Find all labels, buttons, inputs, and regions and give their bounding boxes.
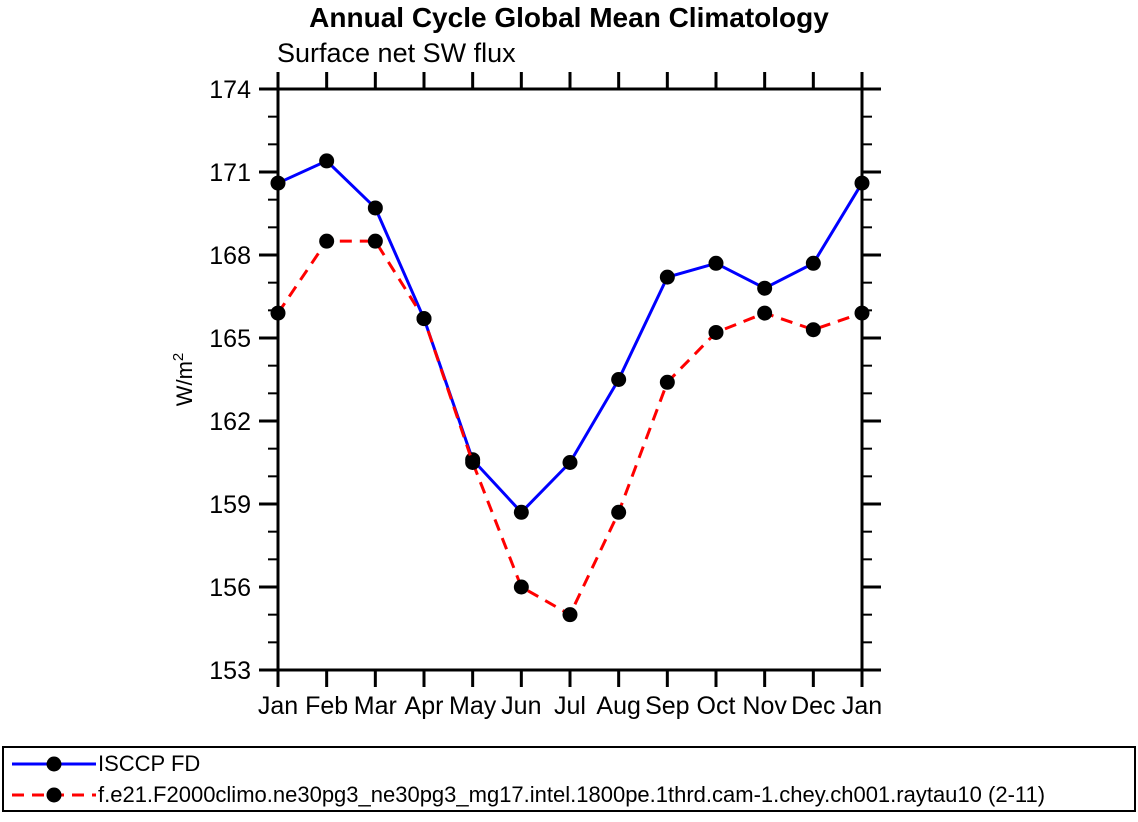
data-point-marker <box>659 269 675 285</box>
data-point-marker <box>319 153 335 169</box>
legend-label: f.e21.F2000climo.ne30pg3_ne30pg3_mg17.in… <box>98 781 1046 807</box>
series-line-1 <box>276 239 863 617</box>
x-tick-label: Feb <box>305 692 348 720</box>
data-point-marker <box>319 233 335 249</box>
x-tick-label: Aug <box>596 692 640 720</box>
data-point-marker <box>854 305 870 321</box>
data-point-marker <box>611 504 627 520</box>
y-axis-title: W/m2 <box>170 353 197 407</box>
axis-frame <box>276 87 864 672</box>
legend-item: f.e21.F2000climo.ne30pg3_ne30pg3_mg17.in… <box>4 779 1134 810</box>
x-tick-label: Jun <box>501 692 541 720</box>
x-tick-label: Sep <box>645 692 689 720</box>
data-point-marker <box>805 255 821 271</box>
y-axis-right-ticks <box>862 87 881 672</box>
data-point-marker <box>367 233 383 249</box>
x-tick-label: May <box>449 692 497 720</box>
data-point-marker <box>513 504 529 520</box>
x-axis-top-ticks <box>276 72 864 89</box>
legend: ISCCP FD f.e21.F2000climo.ne30pg3_ne30pg… <box>2 746 1136 812</box>
data-point-marker <box>513 579 529 595</box>
x-tick-label: Dec <box>791 692 835 720</box>
y-tick-label: 171 <box>209 159 251 187</box>
x-axis-bottom-ticks <box>276 670 864 687</box>
chart-title: Annual Cycle Global Mean Climatology <box>309 2 829 33</box>
data-point-marker <box>805 322 821 338</box>
legend-marker-dot <box>46 787 62 802</box>
legend-marker-dot <box>46 756 62 771</box>
data-point-marker <box>611 372 627 387</box>
data-point-marker <box>708 255 724 271</box>
data-point-marker <box>854 175 870 191</box>
y-tick-label: 168 <box>209 242 251 270</box>
y-tick-label: 153 <box>209 657 251 685</box>
data-point-marker <box>562 455 578 470</box>
x-tick-label: Nov <box>742 692 787 720</box>
data-point-marker <box>465 455 481 470</box>
data-point-marker <box>708 324 724 340</box>
legend-label: ISCCP FD <box>98 750 201 776</box>
y-tick-label: 156 <box>209 574 251 602</box>
data-point-marker <box>659 374 675 390</box>
x-tick-label: Jan <box>258 692 298 720</box>
legend-line-sample-dashed <box>12 787 96 802</box>
y-axis-left-ticks <box>259 87 278 672</box>
series-markers-1 <box>270 233 870 623</box>
y-tick-label: 165 <box>209 325 251 353</box>
legend-line-sample-solid <box>12 756 96 771</box>
data-point-marker <box>757 280 773 296</box>
y-tick-label: 174 <box>209 76 251 104</box>
x-tick-label: Jan <box>842 692 882 720</box>
legend-item: ISCCP FD <box>4 748 1134 779</box>
chart-subtitle: Surface net SW flux <box>277 38 516 68</box>
data-point-marker <box>416 311 432 327</box>
data-point-marker <box>367 200 383 216</box>
x-tick-label: Oct <box>697 692 736 720</box>
x-tick-labels: Jan Feb Mar Apr May Jun Jul Aug Sep Oct Nov Dec Jan <box>258 692 882 720</box>
data-point-marker <box>270 305 286 321</box>
series-markers-0 <box>270 153 870 520</box>
x-tick-label: Mar <box>354 692 397 720</box>
y-tick-label: 162 <box>209 408 251 436</box>
x-tick-label: Apr <box>405 692 444 720</box>
data-point-marker <box>270 175 286 191</box>
x-tick-label: Jul <box>554 692 586 720</box>
y-tick-label: 159 <box>209 491 251 519</box>
data-point-marker <box>562 607 578 623</box>
data-point-marker <box>757 305 773 321</box>
y-tick-labels: 153 156 159 162 165 168 171 174 <box>209 76 251 685</box>
